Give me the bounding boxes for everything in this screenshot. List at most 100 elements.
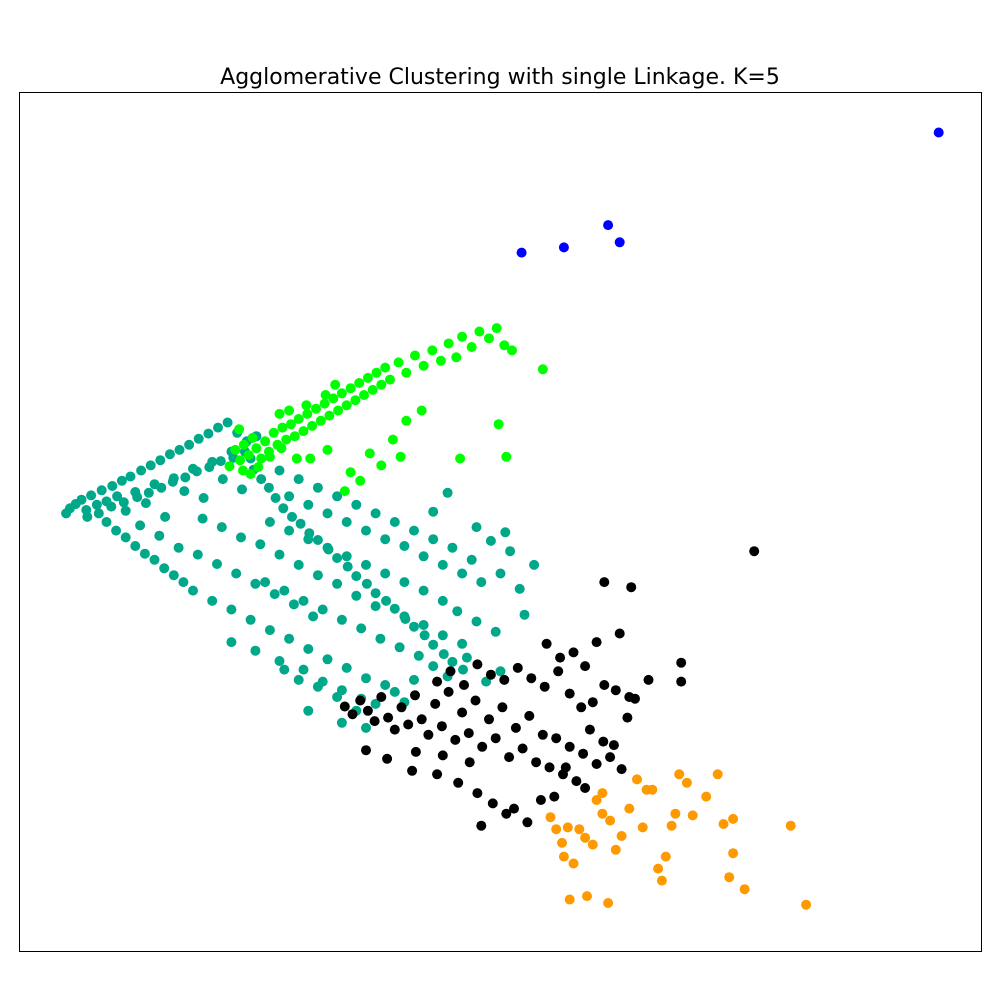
data-point — [603, 898, 614, 908]
data-point — [437, 595, 448, 606]
data-point — [139, 548, 150, 559]
data-point — [670, 808, 681, 819]
data-point — [120, 532, 131, 543]
data-point — [463, 728, 474, 739]
data-point — [91, 499, 102, 510]
data-point — [610, 844, 621, 855]
data-point — [303, 499, 314, 510]
data-point — [551, 824, 562, 835]
data-point — [598, 736, 609, 747]
data-point — [293, 559, 304, 570]
data-point — [501, 451, 512, 462]
data-point — [125, 471, 136, 482]
data-point — [179, 486, 190, 497]
data-point — [487, 798, 498, 809]
data-point — [120, 505, 131, 516]
data-point — [286, 419, 296, 430]
data-point — [529, 559, 540, 570]
data-point — [301, 400, 312, 411]
data-point — [336, 717, 347, 728]
data-point — [622, 712, 633, 723]
data-point — [458, 664, 468, 675]
data-point — [347, 709, 358, 720]
data-point — [303, 644, 314, 654]
data-point — [180, 472, 191, 483]
data-point — [477, 741, 488, 752]
data-point — [380, 534, 391, 545]
data-point — [544, 762, 555, 773]
data-point — [341, 662, 352, 673]
data-point — [284, 633, 295, 644]
data-point — [568, 858, 579, 869]
data-point — [93, 508, 104, 519]
data-point — [361, 525, 371, 536]
data-point — [591, 795, 602, 805]
data-point — [305, 453, 316, 464]
data-point — [380, 568, 391, 579]
data-point — [204, 462, 215, 473]
data-point — [447, 656, 458, 667]
data-point — [499, 674, 510, 685]
data-point — [333, 405, 344, 416]
data-point — [510, 722, 521, 733]
data-point — [197, 513, 208, 524]
data-point — [298, 595, 309, 606]
data-point — [355, 695, 366, 706]
data-point — [136, 465, 147, 476]
data-point — [312, 681, 323, 692]
data-point — [279, 585, 290, 596]
data-point — [230, 444, 241, 455]
data-point — [535, 795, 546, 805]
data-point — [312, 570, 323, 581]
data-point — [264, 625, 275, 636]
data-point — [213, 422, 223, 433]
data-point — [287, 511, 297, 522]
data-point — [461, 652, 472, 663]
data-point — [393, 357, 404, 368]
data-point — [516, 247, 527, 258]
data-point — [140, 498, 151, 509]
data-point — [260, 577, 271, 588]
data-point — [453, 777, 464, 788]
data-point — [277, 422, 288, 433]
data-point — [361, 673, 371, 684]
data-point — [106, 501, 117, 512]
data-point — [739, 884, 750, 895]
data-point — [362, 372, 373, 383]
data-point — [608, 740, 619, 751]
data-point — [256, 474, 267, 485]
data-point — [371, 367, 382, 378]
data-point — [336, 614, 347, 625]
data-point — [324, 410, 335, 421]
data-point — [455, 453, 466, 464]
data-point — [545, 812, 556, 823]
data-point — [597, 788, 608, 799]
data-point — [216, 522, 227, 533]
data-point — [507, 345, 517, 356]
data-point — [380, 362, 391, 373]
data-point — [801, 899, 812, 910]
data-point — [342, 561, 353, 572]
data-point — [382, 753, 393, 764]
data-point — [369, 716, 380, 727]
data-point — [247, 432, 258, 443]
data-point — [472, 788, 483, 799]
data-point — [351, 571, 362, 582]
data-point — [574, 824, 585, 835]
data-point — [459, 680, 469, 690]
data-point — [235, 455, 246, 466]
data-point — [76, 494, 87, 505]
data-points — [61, 127, 944, 910]
data-point — [428, 639, 439, 650]
data-point — [149, 554, 160, 565]
data-point — [304, 528, 315, 539]
data-point — [410, 690, 420, 701]
data-point — [403, 719, 414, 730]
data-point — [632, 774, 642, 785]
data-point — [410, 746, 421, 757]
data-point — [464, 757, 475, 768]
data-point — [370, 508, 381, 519]
data-point — [495, 666, 506, 677]
data-point — [224, 461, 235, 472]
data-point — [370, 698, 381, 709]
